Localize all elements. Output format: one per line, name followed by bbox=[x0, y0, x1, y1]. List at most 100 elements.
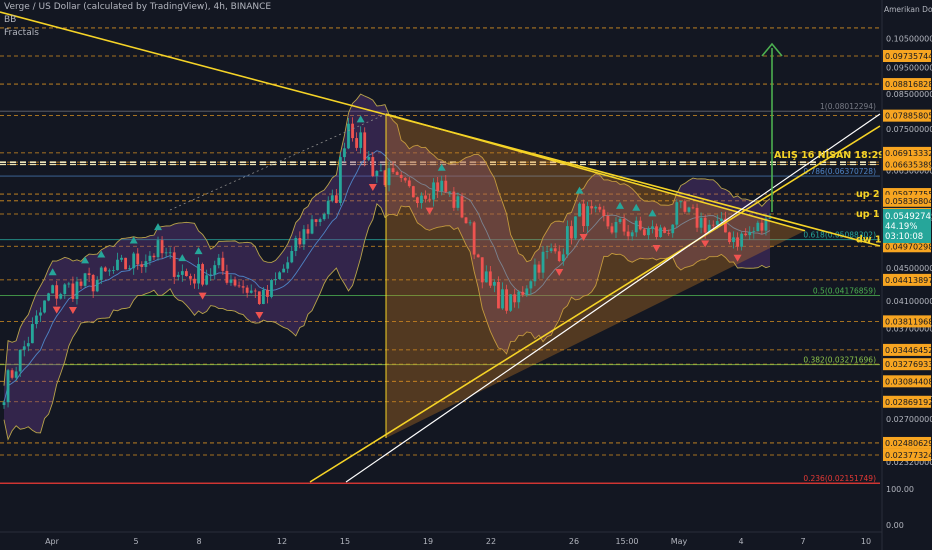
candle bbox=[626, 224, 630, 241]
candle-body bbox=[99, 267, 103, 280]
candle bbox=[71, 276, 75, 302]
level-price-tag: 0.03446452 bbox=[883, 343, 932, 356]
candle bbox=[59, 292, 63, 300]
candle bbox=[330, 189, 334, 203]
candle bbox=[274, 272, 277, 286]
candle bbox=[132, 251, 136, 275]
candle-body bbox=[480, 257, 484, 283]
candle-body bbox=[529, 281, 533, 289]
fractal-up-marker bbox=[129, 236, 138, 244]
candle-body bbox=[679, 201, 683, 203]
candle-body bbox=[363, 132, 367, 160]
time-tick-label: 15 bbox=[340, 537, 350, 546]
level-price-tag: 0.05836804 bbox=[883, 194, 932, 207]
candle-body bbox=[683, 201, 687, 212]
candle bbox=[399, 171, 403, 183]
candle-body bbox=[553, 248, 557, 252]
price-axis: Amerikan Doları 0.10500000 0.09500000 0.085… bbox=[881, 0, 932, 550]
level-price-tag: 0.04413897 bbox=[883, 273, 932, 286]
candle bbox=[298, 231, 302, 249]
candle-body bbox=[160, 240, 164, 254]
level-tag-bg bbox=[883, 158, 931, 171]
candle bbox=[47, 292, 50, 302]
level-tag-bg bbox=[883, 146, 931, 159]
candle bbox=[630, 230, 634, 241]
candle-body bbox=[687, 207, 691, 212]
fractal-up-marker bbox=[178, 254, 187, 262]
candle-body bbox=[703, 217, 707, 233]
candle bbox=[582, 199, 585, 232]
candle bbox=[152, 253, 156, 261]
candle bbox=[659, 224, 662, 238]
level-tag-label: 0.07885805 bbox=[885, 112, 932, 121]
fib-label: 0.382(0.03271696) bbox=[803, 356, 876, 365]
candle-body bbox=[95, 279, 99, 292]
fractal-down-marker bbox=[68, 306, 77, 314]
candle bbox=[107, 268, 111, 276]
candle-body bbox=[707, 224, 711, 233]
candle-body bbox=[91, 274, 95, 292]
candle-body bbox=[266, 289, 269, 297]
candle bbox=[294, 235, 298, 257]
candle-body bbox=[659, 227, 662, 237]
candle bbox=[144, 254, 148, 273]
candle bbox=[197, 257, 200, 290]
candle-body bbox=[509, 294, 513, 311]
candle bbox=[237, 281, 241, 288]
price-tick-label: 0.04500000 bbox=[886, 264, 932, 273]
candle-body bbox=[517, 291, 521, 303]
candle-body bbox=[278, 272, 281, 280]
candle-body bbox=[570, 226, 573, 239]
candle bbox=[164, 247, 168, 258]
candle-body bbox=[294, 238, 298, 252]
candle-body bbox=[63, 284, 67, 295]
candle-body bbox=[347, 123, 350, 149]
candle-body bbox=[760, 222, 764, 231]
fractal-down-marker bbox=[701, 240, 710, 248]
candle-body bbox=[663, 227, 667, 233]
candle-body bbox=[675, 202, 679, 225]
candle bbox=[460, 192, 464, 219]
dotted-guide-line bbox=[169, 113, 387, 211]
triangle-lower-line bbox=[309, 125, 881, 483]
candle-body bbox=[197, 264, 200, 284]
candle bbox=[403, 177, 407, 183]
candle-body bbox=[545, 251, 549, 252]
price-tick-label: 0.09500000 bbox=[886, 63, 932, 72]
candle-body bbox=[47, 293, 50, 301]
candle bbox=[667, 229, 671, 236]
level-price-tag: 0.06635389 bbox=[883, 158, 932, 171]
time-tick-label: 5 bbox=[133, 537, 138, 546]
level-tag-label: 0.03276933 bbox=[885, 360, 932, 369]
level-tag-label: 0.03811968 bbox=[885, 317, 932, 326]
candle bbox=[359, 126, 363, 154]
candle-body bbox=[764, 218, 768, 231]
candle-body bbox=[667, 232, 671, 234]
candle-body bbox=[22, 346, 26, 350]
candle-body bbox=[71, 283, 75, 299]
candle-body bbox=[549, 248, 553, 252]
level-tag-label: 0.02480629 bbox=[885, 439, 932, 448]
candle-body bbox=[444, 180, 448, 192]
candle bbox=[651, 220, 654, 234]
candle bbox=[286, 256, 290, 273]
fractal-down-marker bbox=[733, 254, 742, 262]
bb-upper bbox=[3, 93, 771, 386]
candle-body bbox=[30, 324, 34, 344]
candle-body bbox=[642, 229, 646, 236]
up1-annotation: up 1 bbox=[856, 209, 879, 220]
candle bbox=[2, 400, 6, 409]
level-tag-bg bbox=[883, 358, 931, 371]
candle bbox=[570, 220, 573, 245]
candle bbox=[213, 260, 217, 280]
candle bbox=[517, 290, 521, 309]
candle bbox=[87, 267, 91, 282]
candle-body bbox=[391, 168, 395, 173]
candle bbox=[683, 199, 687, 214]
candle-body bbox=[205, 275, 209, 285]
level-price-tag: 0.09735744 bbox=[883, 50, 932, 62]
candle-body bbox=[715, 221, 719, 225]
candle-body bbox=[488, 271, 492, 286]
candle-body bbox=[79, 281, 83, 286]
